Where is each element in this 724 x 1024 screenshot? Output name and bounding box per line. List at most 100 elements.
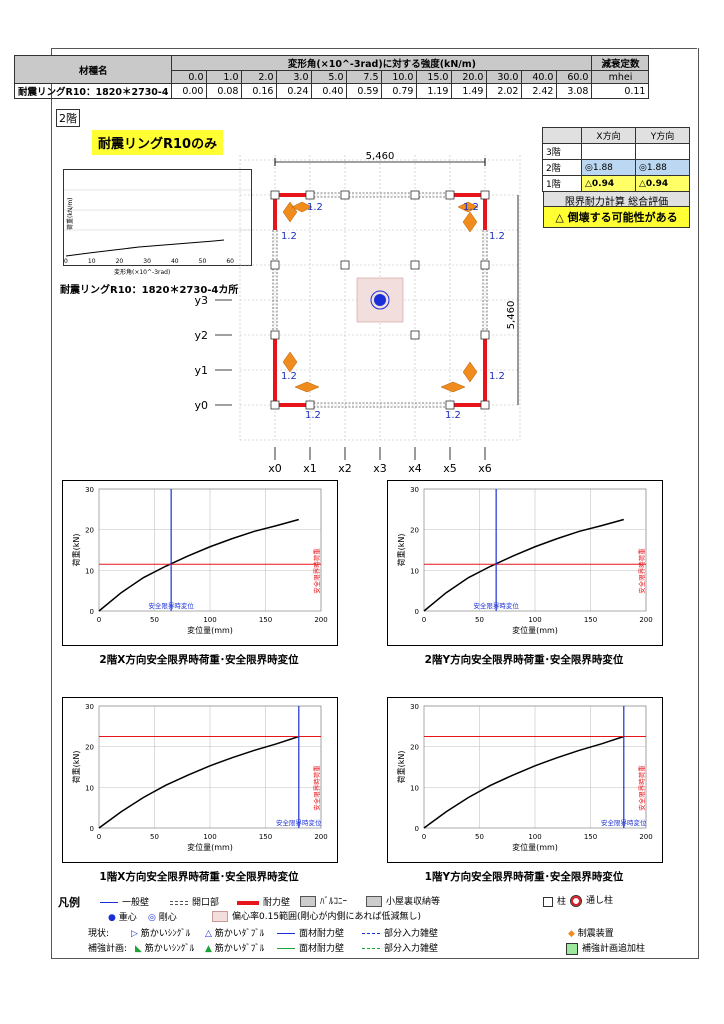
chart-caption: 2階X方向安全限界時荷重･安全限界時変位 [99, 654, 299, 666]
y-axis-label: 荷重(kN) [71, 534, 81, 567]
limit-disp-label: 安全限界時変位 [148, 601, 194, 610]
page-frame [51, 48, 699, 959]
plot-area [423, 488, 647, 612]
brace-double-icon: △ [205, 929, 212, 939]
legend-text: 筋かいﾀﾞﾌﾞﾙ [214, 944, 265, 954]
result-floor: 3階 [542, 143, 582, 160]
dim-x: 5,460 [366, 151, 395, 162]
result-floor: 1階 [542, 175, 582, 192]
x-tick-label: 0 [422, 616, 426, 624]
legend-damper: ◆ 制震装置 [568, 926, 614, 939]
legend-text: 部分入力雑壁 [384, 929, 439, 939]
angle-cell: 60.0 [556, 70, 593, 84]
y-tick-label: 0 [90, 608, 94, 616]
mini-xtick: 20 [115, 258, 124, 265]
dampers [282, 201, 479, 393]
decay-header: 減衰定数 [591, 55, 650, 71]
y-tick-label: 10 [85, 784, 94, 792]
limit-load-label: 安全限界時荷重 [312, 548, 321, 594]
legend-text: 面材耐力壁 [299, 929, 345, 939]
wall-label: 1.2 [463, 202, 479, 213]
limit-disp-label: 安全限界時変位 [473, 601, 519, 610]
strength-cell: 0.00 [171, 83, 208, 99]
mini-xlabel: 変形角(×10^-3rad) [114, 269, 171, 276]
result-header [542, 127, 582, 144]
legend-current: 現状: [88, 929, 110, 939]
legend-text: 耐力壁 [263, 898, 291, 908]
mini-curve [65, 239, 225, 257]
brace-double-plan-icon: ▲ [205, 944, 212, 954]
floor-label: 2階 [56, 109, 80, 127]
angle-cell: 2.0 [241, 70, 278, 84]
x-tick-label: 100 [203, 616, 216, 624]
legend-opening: 開口部 [170, 895, 219, 908]
x-tick-label: 150 [259, 833, 272, 841]
wall-label: 1.2 [281, 371, 297, 382]
x-tick-label: 50 [475, 833, 484, 841]
face-wall-plan-icon [277, 948, 295, 949]
strength-cell: 0.79 [381, 83, 418, 99]
column-icon [543, 896, 553, 907]
legend-text: 制震装置 [577, 929, 614, 939]
dim-y: 5,460 [506, 301, 517, 330]
legend-balcony: ﾊﾞﾙｺﾆｰ [300, 894, 347, 907]
brace-single-plan-icon: ◣ [135, 944, 142, 954]
limit-disp-label: 安全限界時変位 [276, 818, 322, 827]
result-y [635, 143, 690, 160]
x-tick-label: 200 [314, 616, 327, 624]
legend-attic: 小屋裏収納等 [366, 894, 440, 907]
partial-wall-icon [362, 933, 380, 934]
strength-cell: 2.42 [521, 83, 558, 99]
mini-chart-caption: 耐震リングR10：1820＊2730-4カ所 [60, 285, 239, 296]
result-x: ◎1.88 [581, 159, 636, 176]
angle-cell: 15.0 [416, 70, 453, 84]
y-axis-label: y2 [194, 329, 208, 342]
strength-cell: 0.24 [276, 83, 313, 99]
legend-text: 柱 [557, 897, 567, 907]
y-tick-label: 20 [85, 744, 94, 752]
strength-cell: 3.08 [556, 83, 593, 99]
rigidity-center-icon: ◎ [148, 913, 156, 923]
result-header: X方向 [581, 127, 636, 144]
legend-title: 凡例 [58, 896, 80, 909]
wall-label: 1.2 [489, 371, 505, 382]
wall-label: 1.2 [489, 231, 505, 242]
chart-caption: 2階Y方向安全限界時荷重･安全限界時変位 [424, 654, 624, 666]
legend-text: 筋かいﾀﾞﾌﾞﾙ [214, 929, 265, 939]
y-axis-label: 荷重(kN) [71, 751, 81, 784]
x-tick-label: 100 [203, 833, 216, 841]
decay-value: 0.11 [591, 83, 650, 99]
face-wall-icon [277, 933, 295, 934]
y-tick-label: 30 [85, 703, 94, 711]
y-axis-label: 荷重(kN) [396, 751, 406, 784]
strength-header: 変形角(×10^-3rad)に対する強度(kN/m) [171, 55, 593, 71]
strength-cell: 2.02 [486, 83, 523, 99]
load-curve [423, 735, 625, 829]
legend-rigidity: ◎ 剛心 [148, 910, 177, 923]
legend-eccentric: 偏心率0.15範囲(剛心が内側にあれば低減無し) [212, 909, 421, 922]
evaluation-result: △ 倒壊する可能性がある [543, 206, 690, 228]
chart-2f-y: 0 50 100 150 200 0 10 20 30 変位量(mm) 荷重(kN) 安全限界時変位 安… [387, 480, 663, 646]
legend-general-wall: 一般壁 [100, 895, 149, 908]
x-tick-label: 0 [97, 616, 101, 624]
y-tick-label: 10 [85, 567, 94, 575]
x-tick-label: 150 [584, 833, 597, 841]
x-tick-label: 200 [639, 833, 652, 841]
mini-xtick: 50 [198, 258, 207, 265]
chart-1f-x: 0 50 100 150 200 0 10 20 30 変位量(mm) 荷重(kN) 安全限界時変位 安… [62, 697, 338, 863]
legend-text: 一般壁 [122, 898, 150, 908]
chart-caption: 1階X方向安全限界時荷重･安全限界時変位 [99, 871, 299, 883]
mini-chart: 荷重(kN/m) 0 10 20 30 40 50 60 変形角(×10^-3r… [63, 169, 252, 276]
mini-xtick: 40 [170, 258, 179, 265]
eccentric-icon [212, 911, 228, 922]
y-axis-label: y3 [194, 294, 208, 307]
limit-load-label: 安全限界時荷重 [637, 548, 646, 594]
legend-gravity: ● 重心 [108, 910, 137, 923]
mini-ylabel: 荷重(kN/m) [66, 197, 74, 230]
added-column-icon [566, 942, 578, 955]
legend-text: 部分入力雑壁 [384, 944, 439, 954]
plot-area [98, 705, 322, 829]
x-tick-label: 150 [259, 616, 272, 624]
damper-icon: ◆ [568, 929, 575, 939]
y-tick-label: 30 [85, 486, 94, 494]
